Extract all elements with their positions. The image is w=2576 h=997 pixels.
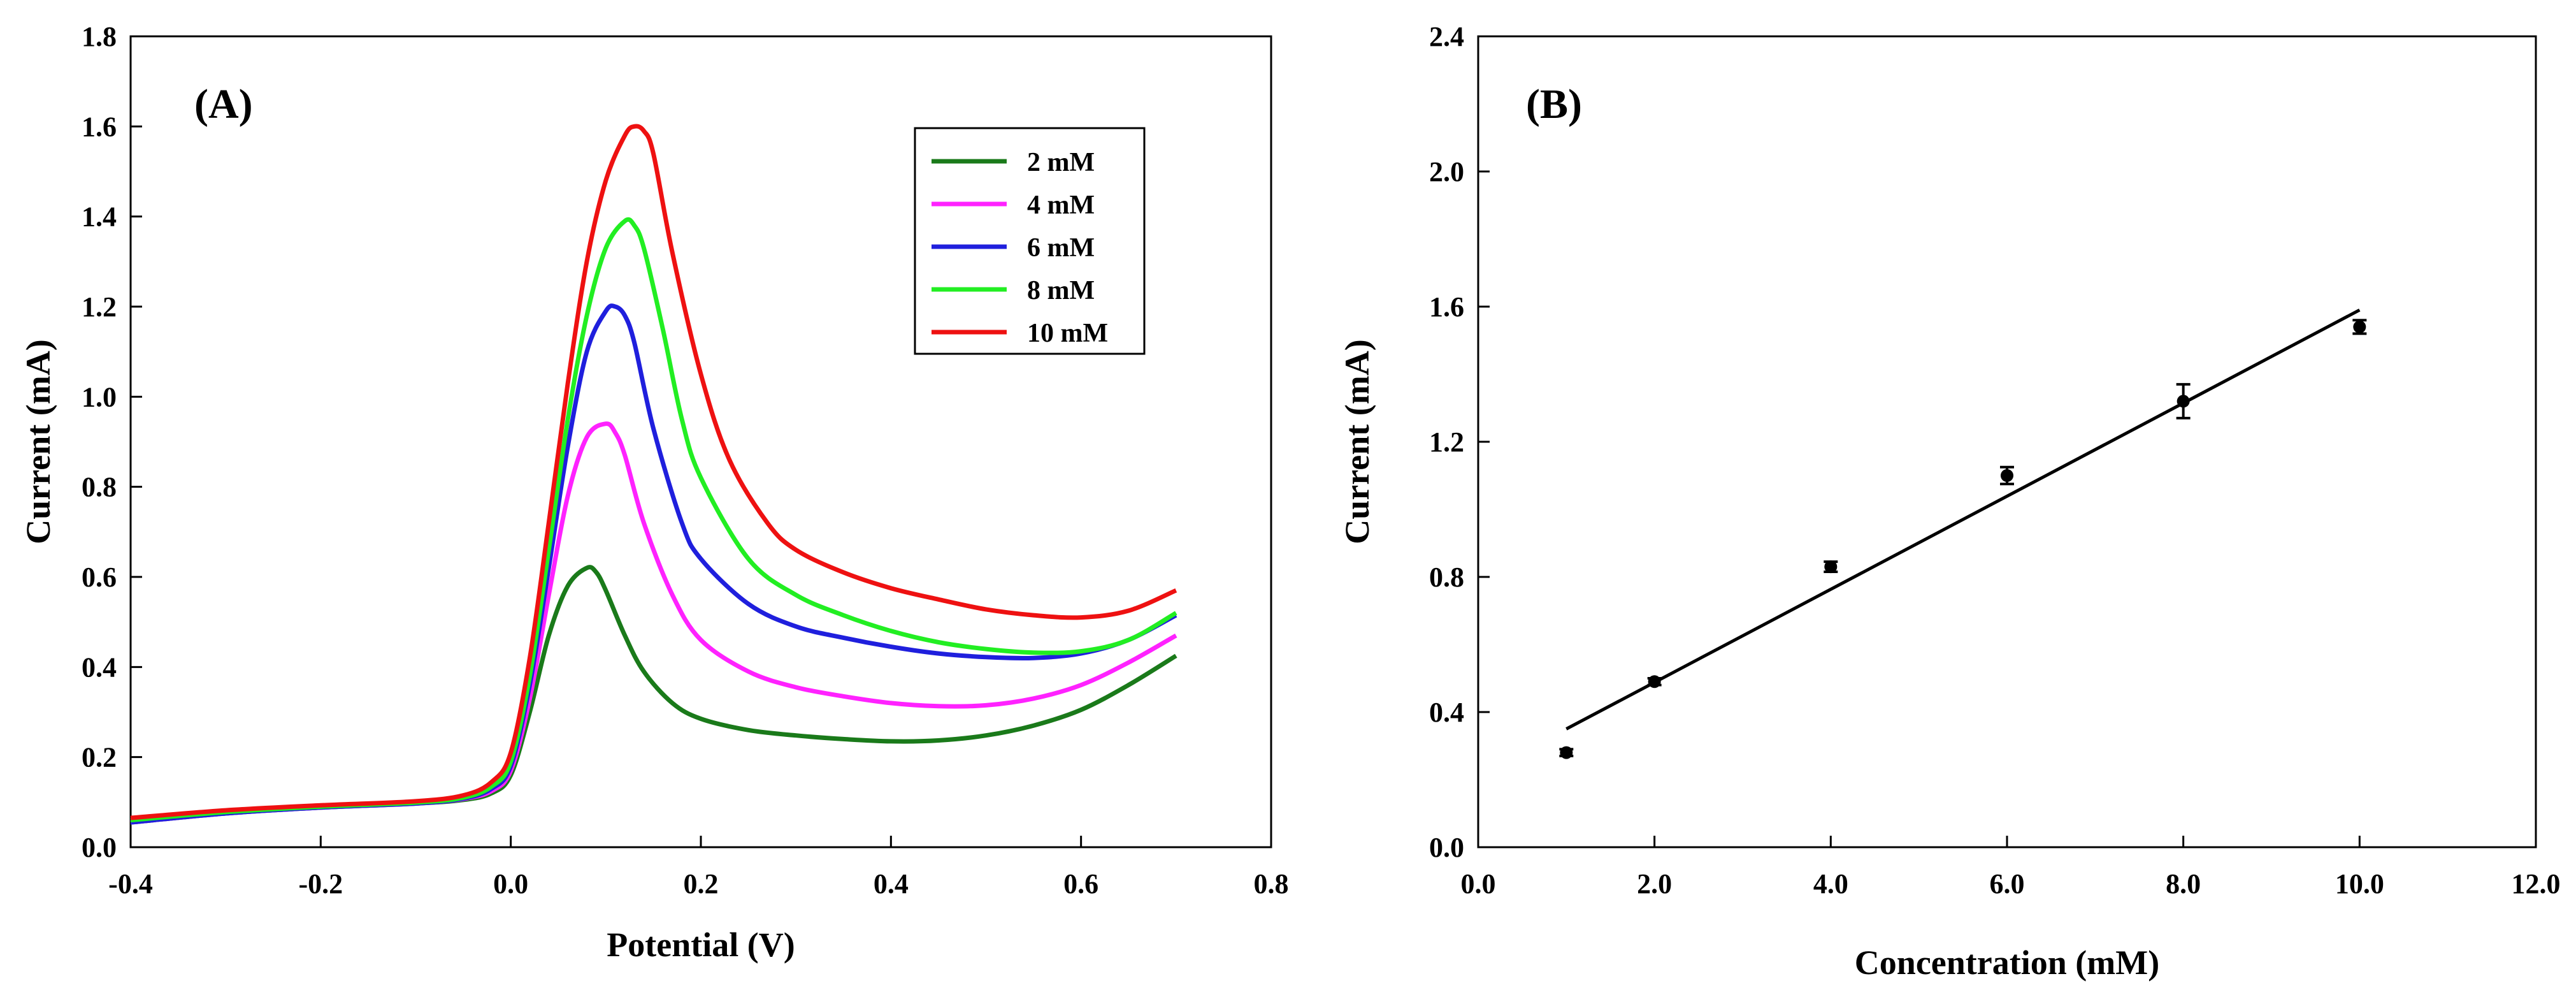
x-tick-label: -0.4 bbox=[108, 868, 153, 899]
legend-label: 10 mM bbox=[1027, 319, 1108, 348]
panel-b-x-ticks: 0.0 2.0 4.0 6.0 8.0 10.0 12.0 bbox=[1461, 836, 2561, 899]
y-tick-label: 0.2 bbox=[82, 742, 117, 773]
panel-b-points bbox=[1559, 319, 2367, 759]
y-tick-label: 1.4 bbox=[82, 201, 117, 233]
panel-a-x-axis-label: Potential (V) bbox=[607, 926, 795, 964]
y-tick-label: 2.0 bbox=[1429, 156, 1464, 187]
y-tick-label: 1.0 bbox=[82, 381, 117, 412]
x-tick-label: 4.0 bbox=[1813, 868, 1848, 899]
y-tick-label: 0.8 bbox=[1429, 562, 1464, 593]
y-tick-label: 0.4 bbox=[82, 651, 117, 683]
x-tick-label: 0.4 bbox=[874, 868, 909, 899]
data-point bbox=[1824, 560, 1838, 574]
legend-label: 6 mM bbox=[1027, 233, 1095, 263]
panel-a-y-ticks: 0.0 0.2 0.4 0.6 0.8 1.0 1.2 1.4 1.6 1.8 bbox=[82, 21, 142, 863]
series-line-2-mm bbox=[130, 565, 1177, 825]
legend-label: 8 mM bbox=[1027, 276, 1095, 305]
x-tick-label: 0.0 bbox=[493, 868, 528, 899]
legend-box bbox=[914, 127, 1146, 355]
x-tick-label: 0.8 bbox=[1254, 868, 1289, 899]
panel-a-curves bbox=[130, 124, 1177, 825]
panel-b-chart: 0.0 2.0 4.0 6.0 8.0 10.0 12.0 0.0 0.4 0.8 1.2 1.6 2… bbox=[1338, 21, 2561, 982]
x-tick-label: 6.0 bbox=[1990, 868, 2025, 899]
y-tick-label: 0.4 bbox=[1429, 697, 1464, 728]
data-point bbox=[2001, 469, 2013, 482]
panel-b-x-axis-label: Concentration (mM) bbox=[1855, 943, 2159, 982]
panel-a-chart: -0.4 -0.2 0.0 0.2 0.4 0.6 0.8 0.0 0.2 0.4 0.6 0.8 1… bbox=[19, 21, 1289, 964]
fit-line bbox=[1565, 309, 2361, 731]
data-point bbox=[2353, 320, 2366, 333]
panel-a-legend: 2 mM 4 mM 6 mM 8 mM 10 mM bbox=[914, 127, 1146, 355]
x-tick-label: 8.0 bbox=[2166, 868, 2201, 899]
x-tick-label: -0.2 bbox=[299, 868, 343, 899]
x-tick-label: 12.0 bbox=[2512, 868, 2561, 899]
data-point bbox=[2177, 395, 2190, 408]
y-tick-label: 1.6 bbox=[1429, 291, 1464, 323]
x-tick-label: 0.0 bbox=[1461, 868, 1496, 899]
y-tick-label: 1.8 bbox=[82, 21, 117, 52]
panel-b-label: (B) bbox=[1526, 81, 1582, 127]
y-tick-label: 0.8 bbox=[82, 472, 117, 503]
panel-a-label: (A) bbox=[194, 81, 253, 127]
data-point bbox=[1648, 675, 1661, 688]
series-line-10-mm bbox=[130, 124, 1177, 820]
y-tick-label: 2.4 bbox=[1429, 21, 1464, 52]
legend-label: 4 mM bbox=[1027, 191, 1095, 220]
panel-b-fit-line-group bbox=[1565, 309, 2361, 731]
x-tick-label: 0.6 bbox=[1063, 868, 1098, 899]
panel-b-plot-frame bbox=[1477, 35, 2537, 848]
series-line-6-mm bbox=[130, 303, 1177, 825]
y-tick-label: 0.0 bbox=[1429, 832, 1464, 863]
panel-b-y-ticks: 0.0 0.4 0.8 1.2 1.6 2.0 2.4 bbox=[1429, 21, 1490, 863]
y-tick-label: 1.6 bbox=[82, 111, 117, 142]
panel-a-y-axis-label: Current (mA) bbox=[19, 339, 57, 544]
series-line-4-mm bbox=[130, 421, 1177, 825]
y-tick-label: 0.6 bbox=[82, 562, 117, 593]
x-tick-label: 2.0 bbox=[1637, 868, 1672, 899]
data-point bbox=[1560, 746, 1573, 759]
y-tick-label: 1.2 bbox=[82, 291, 117, 323]
y-tick-label: 0.0 bbox=[82, 832, 117, 863]
legend-label: 2 mM bbox=[1027, 148, 1095, 177]
panel-b-y-axis-label: Current (mA) bbox=[1338, 339, 1376, 544]
x-tick-label: 0.2 bbox=[684, 868, 719, 899]
y-tick-label: 1.2 bbox=[1429, 426, 1464, 458]
panel-a-x-ticks: -0.4 -0.2 0.0 0.2 0.4 0.6 0.8 bbox=[108, 836, 1289, 899]
x-tick-label: 10.0 bbox=[2335, 868, 2384, 899]
